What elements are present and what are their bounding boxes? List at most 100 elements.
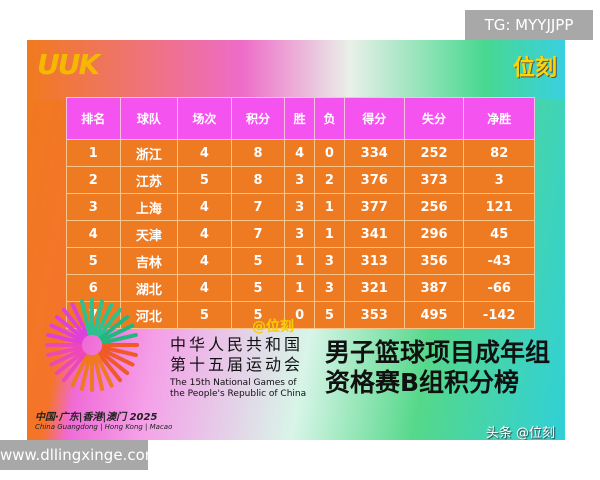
table-cell: 浙江: [119, 139, 179, 167]
emblem-petal: [100, 348, 135, 367]
table-cell: -43: [463, 247, 535, 275]
table-cell: 341: [343, 220, 405, 248]
games-name-en-line2: the People's Republic of China: [170, 389, 307, 399]
tg-watermark: TG: MYYJJPP: [465, 10, 593, 40]
table-cell: 356: [403, 247, 465, 275]
table-cell: 0: [284, 301, 316, 329]
uuk-logo: UUK: [37, 48, 100, 81]
table-cell: 1: [284, 274, 316, 302]
table-cell: 4: [177, 247, 232, 275]
emblem-petal: [79, 299, 92, 336]
table-cell: 1: [284, 247, 316, 275]
column-header: 积分: [230, 97, 286, 140]
table-cell: 5: [66, 247, 121, 275]
games-name-en-line1: The 15th National Games of: [170, 378, 297, 388]
national-games-emblem-icon: [45, 298, 139, 392]
emblem-petal: [70, 353, 89, 388]
table-cell: 5: [177, 301, 232, 329]
table-cell: 256: [403, 193, 465, 221]
table-header-row: 排名 球队 场次 积分胜负得分 失分 净胜: [66, 97, 535, 140]
emblem-petal: [49, 348, 84, 367]
standings-poster: UUK 位刻 排名 球队 场次 积分胜负得分 失分 净胜 1 浙江 4 8 4 0 334 252 82 2…: [27, 40, 565, 440]
table-cell: 387: [403, 274, 465, 302]
table-cell: 天津: [119, 220, 179, 248]
emblem-petal: [79, 354, 92, 391]
table-cell: -142: [463, 301, 535, 329]
table-cell: 1: [66, 139, 121, 167]
brand-logo: 位刻: [512, 56, 557, 81]
table-cell: 8: [230, 166, 286, 194]
table-cell: 373: [403, 166, 465, 194]
table-cell: 上海: [119, 193, 179, 221]
table-cell: 7: [230, 193, 286, 221]
emblem-petal: [95, 353, 114, 388]
table-cell: 0: [314, 139, 345, 167]
emblem-petal: [92, 354, 105, 391]
table-cell: 3: [284, 220, 316, 248]
table-cell: 3: [284, 166, 316, 194]
poster-title-line2: 资格赛B组积分榜: [325, 368, 520, 397]
emblem-petal: [100, 323, 135, 342]
table-cell: 495: [403, 301, 465, 329]
games-name-en: The 15th National Games of the People's …: [170, 378, 306, 400]
standings-table: 排名 球队 场次 积分胜负得分 失分 净胜 1 浙江 4 8 4 0 334 252 82 2 江苏 5 8 3 2 3…: [66, 97, 535, 329]
emblem-petal: [95, 302, 114, 337]
table-cell: 4: [284, 139, 316, 167]
table-cell: 1: [314, 220, 345, 248]
site-watermark: www.dllingxinge.com: [0, 440, 159, 470]
table-cell: 82: [463, 139, 535, 167]
table-cell: 4: [177, 193, 232, 221]
games-name-cn: 中华人民共和国 第十五届运动会: [170, 335, 310, 375]
table-cell: 5: [230, 301, 286, 329]
table-cell: 1: [314, 193, 345, 221]
table-cell: 2: [66, 166, 121, 194]
table-cell: 4: [177, 220, 232, 248]
host-en: China Guangdong | Hong Kong | Macao: [35, 423, 173, 431]
watermark: @位刻: [252, 319, 294, 335]
emblem-petal: [46, 345, 83, 358]
games-name-cn-line1: 中华人民共和国: [170, 335, 304, 354]
table-row: 1 浙江 4 8 4 0 334 252 82: [66, 139, 535, 167]
emblem-petal: [101, 332, 138, 345]
table-cell: 3: [66, 193, 121, 221]
emblem-petal: [97, 352, 123, 383]
table-cell: 8: [230, 139, 286, 167]
table-cell: 321: [343, 274, 405, 302]
table-cell: 45: [463, 220, 535, 248]
table-row: 4 天津 4 7 3 1 341 296 45: [66, 220, 535, 248]
emblem-petal: [46, 332, 83, 345]
table-cell: 376: [343, 166, 405, 194]
table-cell: -66: [463, 274, 535, 302]
table-cell: 5: [230, 247, 286, 275]
table-cell: 7: [230, 220, 286, 248]
credit: 头条 @位刻: [485, 426, 555, 440]
table-cell: 334: [343, 139, 405, 167]
table-cell: 6: [66, 274, 121, 302]
table-row: 5 吉林 4 5 1 3 313 356 -43: [66, 247, 535, 275]
table-cell: 4: [177, 274, 232, 302]
table-cell: 5: [230, 274, 286, 302]
table-cell: 3: [284, 193, 316, 221]
table-cell: 3: [463, 166, 535, 194]
table-cell: 313: [343, 247, 405, 275]
table-cell: 252: [403, 139, 465, 167]
column-header: 场次: [177, 97, 232, 140]
emblem-petal: [99, 314, 130, 340]
host-cn: 中国·广东|香港|澳门 2025: [35, 412, 158, 423]
emblem-petal: [54, 350, 85, 376]
emblem-petal: [49, 323, 84, 342]
table-cell: 4: [177, 139, 232, 167]
emblem-petal: [70, 302, 89, 337]
table-cell: 4: [66, 220, 121, 248]
column-header: 失分: [403, 97, 465, 140]
column-header: 负: [314, 97, 345, 140]
table-cell: 江苏: [119, 166, 179, 194]
table-cell: 3: [314, 247, 345, 275]
table-row: 3 上海 4 7 3 1 377 256 121: [66, 193, 535, 221]
poster-title: 男子篮球项目成年组 资格赛B组积分榜: [325, 338, 550, 398]
emblem-petal: [61, 307, 87, 338]
table-cell: 吉林: [119, 247, 179, 275]
column-header: 净胜: [463, 97, 535, 140]
poster-title-line1: 男子篮球项目成年组: [325, 338, 551, 367]
table-cell: 3: [314, 274, 345, 302]
